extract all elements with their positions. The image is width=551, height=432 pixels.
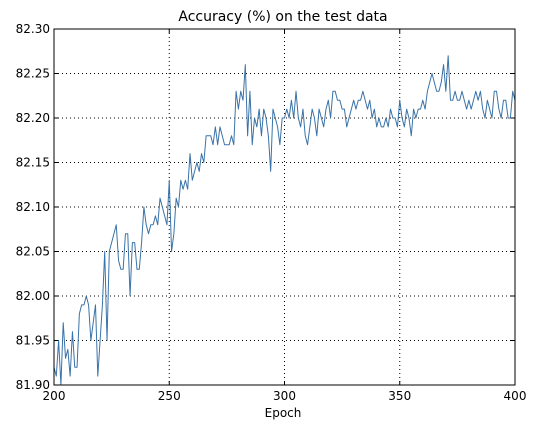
grid-lines [54,29,515,385]
x-tick-label: 400 [504,389,527,403]
x-tick-label: 250 [158,389,181,403]
y-tick-label: 82.10 [16,200,50,214]
y-tick-labels: 81.90 81.95 82.00 82.05 82.10 82.15 82.20 82.25… [16,22,50,392]
axis-ticks [53,28,516,386]
y-tick-label: 82.15 [16,156,50,170]
accuracy-series-line [53,55,516,386]
y-tick-label: 82.25 [16,67,50,81]
y-tick-label: 81.95 [16,334,50,348]
y-tick-label: 82.30 [16,22,50,36]
x-axis-label: Epoch [265,406,302,420]
x-tick-labels: 200 250 300 350 400 [43,389,527,403]
plot-area-frame [53,28,516,386]
y-tick-label: 81.90 [16,378,50,392]
x-tick-label: 350 [388,389,411,403]
y-tick-label: 82.05 [16,245,50,259]
y-tick-label: 82.20 [16,111,50,125]
x-tick-label: 200 [43,389,66,403]
chart-title: Accuracy (%) on the test data [178,9,387,25]
x-tick-label: 300 [273,389,296,403]
y-tick-label: 82.00 [16,289,50,303]
